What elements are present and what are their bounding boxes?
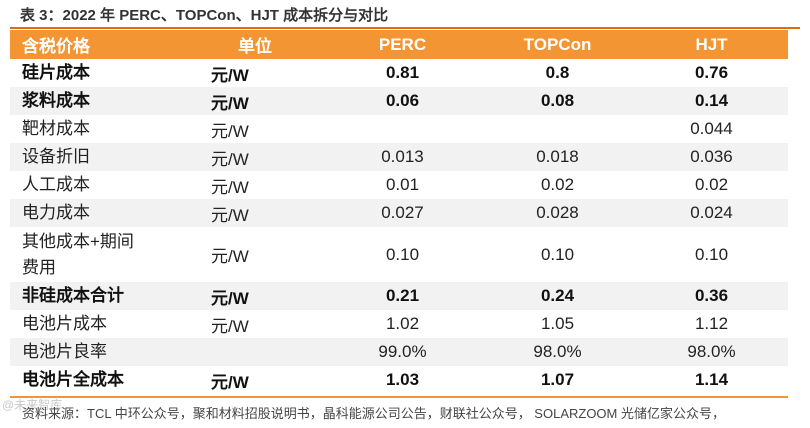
row-perc: 0.01 — [385, 175, 420, 194]
row-perc: 0.06 — [385, 91, 420, 110]
row-unit: 元/W — [211, 93, 249, 113]
row-perc — [325, 115, 480, 143]
table-row: 浆料成本 元/W 0.06 0.08 0.14 — [10, 87, 788, 115]
row-unit: 元/W — [211, 149, 249, 169]
row-topcon: 98.0% — [533, 342, 582, 361]
table-row: 人工成本 元/W 0.01 0.02 0.02 — [10, 171, 788, 199]
row-hjt: 0.14 — [694, 91, 729, 110]
header-perc: PERC — [378, 34, 427, 54]
header-hjt: HJT — [695, 34, 728, 54]
row-name: 硅片成本 — [22, 63, 90, 82]
table-row: 其他成本+期间费用 元/W 0.10 0.10 0.10 — [10, 227, 788, 282]
bottom-rule — [10, 396, 788, 398]
row-topcon: 1.07 — [540, 370, 575, 389]
row-topcon: 0.018 — [536, 147, 579, 166]
row-name: 靶材成本 — [22, 119, 90, 138]
row-unit: 元/W — [211, 247, 249, 266]
row-perc: 1.03 — [385, 370, 420, 389]
row-perc: 0.21 — [385, 286, 420, 305]
row-unit: 元/W — [211, 316, 249, 336]
cost-table: 含税价格 单位 PERC TOPCon HJT 硅片成本 元/W 0.81 0.… — [10, 30, 788, 394]
row-perc: 0.013 — [381, 147, 424, 166]
row-name: 其他成本+期间费用 — [22, 231, 134, 277]
row-hjt: 0.02 — [694, 175, 729, 194]
header-name: 含税价格 — [22, 37, 90, 56]
row-hjt: 0.36 — [694, 286, 729, 305]
table-row: 电力成本 元/W 0.027 0.028 0.024 — [10, 199, 788, 227]
row-hjt: 0.10 — [694, 244, 729, 264]
top-rule — [10, 27, 800, 29]
header-unit: 单位 — [238, 37, 272, 56]
watermark: @未来智库 — [2, 398, 63, 412]
header-topcon: TOPCon — [523, 34, 592, 54]
table-row: 电池片成本 元/W 1.02 1.05 1.12 — [10, 310, 788, 338]
row-unit: 元/W — [211, 205, 249, 225]
row-topcon: 0.028 — [536, 203, 579, 222]
row-hjt: 0.036 — [690, 147, 733, 166]
table-row: 电池片全成本 元/W 1.03 1.07 1.14 — [10, 366, 788, 394]
row-name: 非硅成本合计 — [22, 286, 124, 305]
row-topcon: 1.05 — [540, 314, 575, 333]
row-unit: 元/W — [211, 288, 249, 308]
row-topcon: 0.02 — [540, 175, 575, 194]
row-name: 电池片良率 — [22, 342, 107, 361]
row-perc: 0.81 — [385, 63, 420, 82]
row-unit: 元/W — [211, 177, 249, 197]
row-unit: 元/W — [211, 121, 249, 141]
row-name: 电池片成本 — [22, 314, 107, 333]
row-hjt: 1.14 — [694, 370, 729, 389]
row-name: 设备折旧 — [22, 147, 90, 166]
row-perc: 99.0% — [378, 342, 427, 361]
row-perc: 0.10 — [385, 244, 420, 264]
table-header-row: 含税价格 单位 PERC TOPCon HJT — [10, 30, 788, 59]
row-topcon — [480, 115, 635, 143]
row-name: 浆料成本 — [22, 91, 90, 110]
row-hjt: 0.024 — [690, 203, 733, 222]
row-unit — [185, 338, 325, 366]
table-row: 设备折旧 元/W 0.013 0.018 0.036 — [10, 143, 788, 171]
table-row: 靶材成本 元/W 0.044 — [10, 115, 788, 143]
row-name: 电池片全成本 — [22, 370, 124, 389]
row-hjt: 0.044 — [690, 119, 733, 138]
row-topcon: 0.8 — [545, 63, 570, 82]
row-topcon: 0.24 — [540, 286, 575, 305]
table-caption: 表 3：2022 年 PERC、TOPCon、HJT 成本拆分与对比 — [20, 7, 389, 24]
table-row: 电池片良率 99.0% 98.0% 98.0% — [10, 338, 788, 366]
row-unit: 元/W — [211, 65, 249, 85]
row-topcon: 0.08 — [540, 91, 575, 110]
row-perc: 0.027 — [381, 203, 424, 222]
row-name: 人工成本 — [22, 175, 90, 194]
row-unit: 元/W — [211, 372, 249, 392]
table-row: 非硅成本合计 元/W 0.21 0.24 0.36 — [10, 282, 788, 310]
source-note: 资料来源：TCL 中环公众号，聚和材料招股说明书，晶科能源公司公告，财联社公众号… — [22, 406, 725, 421]
row-name: 电力成本 — [22, 203, 90, 222]
row-topcon: 0.10 — [540, 244, 575, 264]
row-hjt: 0.76 — [694, 63, 729, 82]
row-hjt: 1.12 — [694, 314, 729, 333]
row-hjt: 98.0% — [687, 342, 736, 361]
row-perc: 1.02 — [385, 314, 420, 333]
table-row: 硅片成本 元/W 0.81 0.8 0.76 — [10, 59, 788, 87]
